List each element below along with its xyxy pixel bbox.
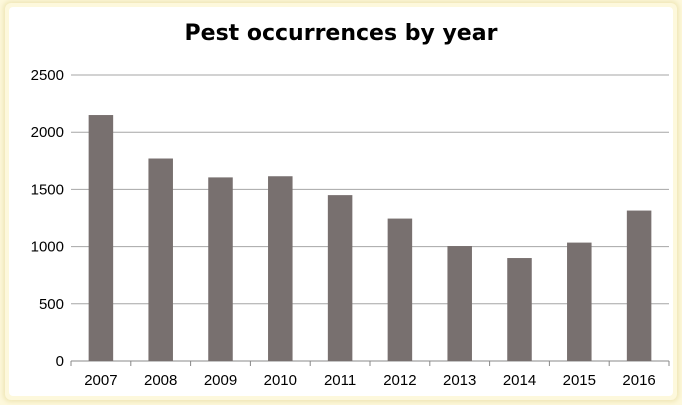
x-tick-label-2014: 2014 [503,372,536,389]
chart-frame: Pest occurrences by year 0 500 1000 1500 200… [5,3,677,400]
y-tick-label-1500: 1500 [31,181,64,198]
x-tick-label-2010: 2010 [264,372,297,389]
bar-2014 [507,258,532,361]
y-tick-label-2500: 2500 [31,67,64,84]
bar-2007 [88,115,114,361]
x-tick-label-2009: 2009 [204,372,237,389]
bar-2008 [148,158,173,361]
bar-2012 [387,218,413,361]
x-tick-label-2008: 2008 [144,372,177,389]
y-tick-label-1000: 1000 [31,239,64,256]
y-tick-label-500: 500 [39,296,64,313]
x-tick-label-2011: 2011 [324,372,356,389]
bar-2016 [626,210,652,361]
y-tick-label-0: 0 [56,353,64,370]
chart-title: Pest occurrences by year [184,21,498,46]
chart-panel: Pest occurrences by year 0 500 1000 1500 200… [9,7,673,396]
x-tick-label-2012: 2012 [383,372,416,389]
x-tick-label-2007: 2007 [84,372,117,389]
bar-2015 [567,242,592,361]
x-tick-label-2016: 2016 [622,372,655,389]
bar-2009 [208,177,233,361]
x-tick-label-2013: 2013 [443,372,476,389]
bar-2013 [447,246,472,361]
y-tick-label-2000: 2000 [31,124,64,141]
bar-chart: 0 500 1000 1500 2000 2500 2007 2008 2009 2010 2011… [31,67,670,389]
bar-2010 [268,176,293,361]
bar-2011 [327,195,353,361]
x-tick-label-2015: 2015 [563,372,596,389]
